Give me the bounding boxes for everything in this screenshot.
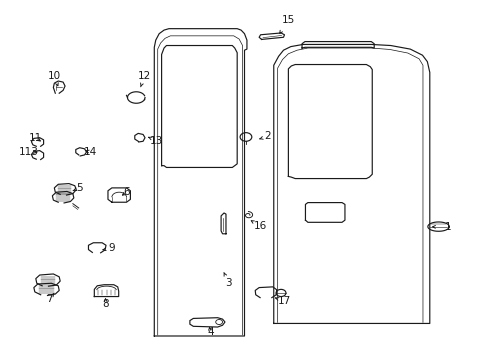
Text: 9: 9 — [108, 243, 115, 253]
Text: 4: 4 — [206, 327, 213, 337]
Text: 10: 10 — [48, 71, 61, 81]
Text: 12: 12 — [138, 71, 151, 81]
Text: 5: 5 — [76, 183, 83, 193]
Text: 11: 11 — [29, 133, 42, 143]
Text: 2: 2 — [264, 131, 271, 141]
Text: 6: 6 — [123, 187, 129, 197]
Text: 113: 113 — [19, 147, 39, 157]
Text: 15: 15 — [281, 15, 294, 26]
Text: 13: 13 — [150, 136, 163, 145]
Text: 17: 17 — [277, 296, 290, 306]
Text: 1: 1 — [444, 222, 451, 232]
Text: 16: 16 — [253, 221, 266, 231]
Text: 7: 7 — [46, 294, 53, 304]
Text: 8: 8 — [102, 299, 109, 309]
Text: 14: 14 — [84, 147, 97, 157]
Text: 3: 3 — [225, 278, 232, 288]
